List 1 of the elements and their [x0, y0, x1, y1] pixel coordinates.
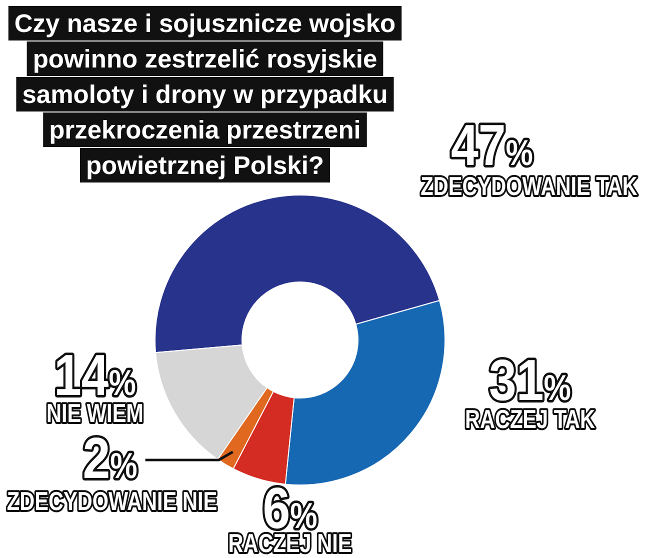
- chart-title: Czy nasze i sojusznicze wojsko powinno zestrzelić rosyjskie samoloty i drony w przypadku przekroczenia przestrzeni powietrznej Polski?: [14, 10, 396, 180]
